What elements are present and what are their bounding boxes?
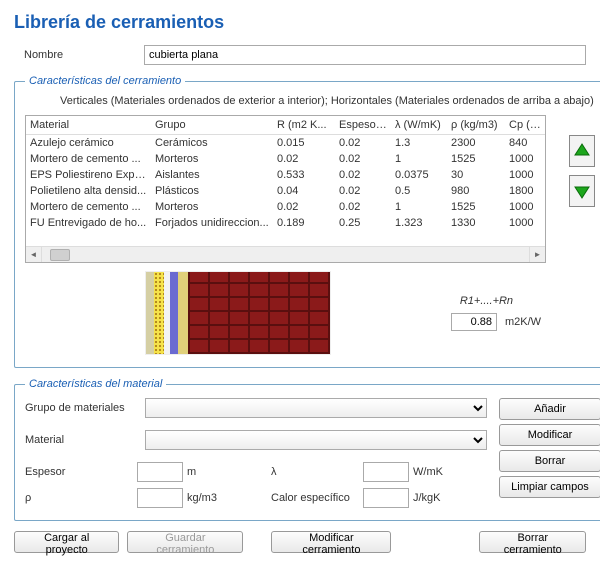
scroll-thumb[interactable] bbox=[50, 249, 70, 261]
col-rho[interactable]: ρ (kg/m3) bbox=[447, 116, 505, 134]
group-material: Características del material Grupo de ma… bbox=[14, 378, 600, 521]
r-sum-value[interactable] bbox=[451, 313, 497, 331]
table-row[interactable]: FU Entrevigado de ho...Forjados unidirec… bbox=[26, 215, 545, 231]
horizontal-scrollbar[interactable]: ◄ ► bbox=[26, 246, 545, 262]
col-espesor[interactable]: Espesor... bbox=[335, 116, 391, 134]
col-lambda[interactable]: λ (W/mK) bbox=[391, 116, 447, 134]
col-material[interactable]: Material bbox=[26, 116, 151, 134]
unit-wmk: W/mK bbox=[413, 466, 443, 478]
name-input[interactable] bbox=[144, 45, 586, 65]
table-row[interactable]: Azulejo cerámicoCerámicos0.0150.021.3230… bbox=[26, 135, 545, 151]
scroll-left-icon[interactable]: ◄ bbox=[26, 247, 42, 263]
unit-jkgk: J/kgK bbox=[413, 492, 443, 504]
lambda-input[interactable] bbox=[363, 462, 409, 482]
r-sum-label: R1+....+Rn bbox=[451, 295, 513, 307]
modify-button[interactable]: Modificar bbox=[499, 424, 600, 446]
col-cp[interactable]: Cp (J/kg bbox=[505, 116, 545, 134]
table-row[interactable]: Polietileno alta densid...Plásticos0.040… bbox=[26, 183, 545, 199]
table-row[interactable]: Mortero de cemento ...Morteros0.020.0211… bbox=[26, 199, 545, 215]
group-characteristics: Características del cerramiento Vertical… bbox=[14, 75, 600, 368]
table-row[interactable]: EPS Poliestireno Expa...Aislantes0.5330.… bbox=[26, 167, 545, 183]
arrow-down-icon bbox=[574, 183, 590, 199]
arrow-up-icon bbox=[574, 143, 590, 159]
name-label: Nombre bbox=[24, 49, 136, 61]
clear-fields-button[interactable]: Limpiar campos bbox=[499, 476, 600, 498]
calor-label: Calor específico bbox=[271, 492, 363, 504]
borrar-cerramiento-button[interactable]: Borrar cerramiento bbox=[479, 531, 586, 553]
add-button[interactable]: Añadir bbox=[499, 398, 600, 420]
group-material-legend: Características del material bbox=[25, 378, 166, 390]
r-sum-unit: m2K/W bbox=[505, 316, 541, 328]
page-title: Librería de cerramientos bbox=[14, 12, 586, 33]
espesor-input[interactable] bbox=[137, 462, 183, 482]
cargar-proyecto-button[interactable]: Cargar al proyecto bbox=[14, 531, 119, 553]
materials-table[interactable]: Material Grupo R (m2 K... Espesor... λ (… bbox=[25, 115, 546, 263]
lambda-label: λ bbox=[271, 466, 363, 478]
unit-kgm3: kg/m3 bbox=[187, 492, 223, 504]
move-down-button[interactable] bbox=[569, 175, 595, 207]
modificar-cerramiento-button[interactable]: Modificar cerramiento bbox=[271, 531, 391, 553]
guardar-cerramiento-button[interactable]: Guardar cerramiento bbox=[127, 531, 243, 553]
ordering-subtitle: Verticales (Materiales ordenados de exte… bbox=[60, 95, 595, 107]
table-row[interactable]: Mortero de cemento ...Morteros0.020.0211… bbox=[26, 151, 545, 167]
table-header: Material Grupo R (m2 K... Espesor... λ (… bbox=[26, 116, 545, 135]
rho-input[interactable] bbox=[137, 488, 183, 508]
unit-m: m bbox=[187, 466, 223, 478]
move-up-button[interactable] bbox=[569, 135, 595, 167]
col-grupo[interactable]: Grupo bbox=[151, 116, 273, 134]
grupo-mat-label: Grupo de materiales bbox=[25, 402, 137, 414]
col-r[interactable]: R (m2 K... bbox=[273, 116, 335, 134]
material-label: Material bbox=[25, 434, 137, 446]
calor-input[interactable] bbox=[363, 488, 409, 508]
section-preview bbox=[145, 271, 331, 355]
rho-label: ρ bbox=[25, 492, 137, 504]
group-characteristics-legend: Características del cerramiento bbox=[25, 75, 185, 87]
espesor-label: Espesor bbox=[25, 466, 137, 478]
scroll-right-icon[interactable]: ► bbox=[529, 247, 545, 263]
material-select[interactable] bbox=[145, 430, 487, 450]
delete-button[interactable]: Borrar bbox=[499, 450, 600, 472]
grupo-materiales-select[interactable] bbox=[145, 398, 487, 418]
